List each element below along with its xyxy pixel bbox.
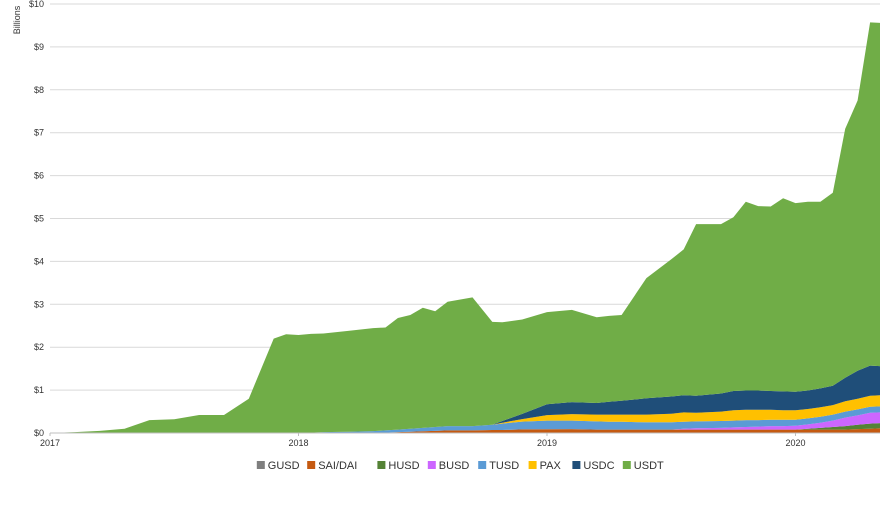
legend-swatch-husd xyxy=(377,461,386,469)
y-tick-label: $5 xyxy=(34,214,44,224)
legend-label-husd: HUSD xyxy=(388,460,419,472)
y-tick-label: $9 xyxy=(34,42,44,52)
y-tick-label: $6 xyxy=(34,171,44,181)
x-tick-label: 2020 xyxy=(785,438,805,448)
legend-label-busd: BUSD xyxy=(439,460,470,472)
area-usdc xyxy=(50,365,880,433)
legend-swatch-pax xyxy=(528,461,537,469)
legend-label-tusd: TUSD xyxy=(489,460,519,472)
legend-swatch-gusd xyxy=(256,461,265,469)
x-tick-label: 2017 xyxy=(40,438,60,448)
area-usdt xyxy=(50,22,880,434)
area-pax xyxy=(50,395,880,433)
legend-swatch-usdc xyxy=(572,461,581,469)
x-tick-label: 2019 xyxy=(537,438,557,448)
legend-label-sai-dai: SAI/DAI xyxy=(318,460,357,472)
legend-label-pax: PAX xyxy=(540,460,562,472)
y-tick-label: $7 xyxy=(34,128,44,138)
area-sai-dai xyxy=(50,428,880,433)
y-tick-label: $10 xyxy=(29,0,44,9)
y-tick-label: $3 xyxy=(34,299,44,309)
y-tick-label: $4 xyxy=(34,256,44,266)
y-tick-label: $0 xyxy=(34,428,44,438)
area-tusd xyxy=(50,406,880,433)
y-tick-label: $2 xyxy=(34,342,44,352)
legend-swatch-sai-dai xyxy=(307,461,316,469)
legend-label-usdt: USDT xyxy=(634,460,664,472)
y-tick-labels: $0 $1 $2 $3 $4 $5 $6 $7 $8 $9 $10 xyxy=(29,0,44,438)
legend: GUSD SAI/DAI HUSD BUSD TUSD PAX USDC USDT xyxy=(256,460,664,472)
legend-label-usdc: USDC xyxy=(583,460,614,472)
legend-swatch-busd xyxy=(427,461,436,469)
y-tick-label: $1 xyxy=(34,385,44,395)
y-tick-label: $8 xyxy=(34,85,44,95)
x-tick-labels: 2017 2018 2019 2020 xyxy=(40,433,806,448)
legend-label-gusd: GUSD xyxy=(268,460,300,472)
x-tick-label: 2018 xyxy=(288,438,308,448)
y-axis-label: Billions xyxy=(12,5,22,34)
legend-swatch-usdt xyxy=(622,461,631,469)
legend-swatch-tusd xyxy=(478,461,487,469)
